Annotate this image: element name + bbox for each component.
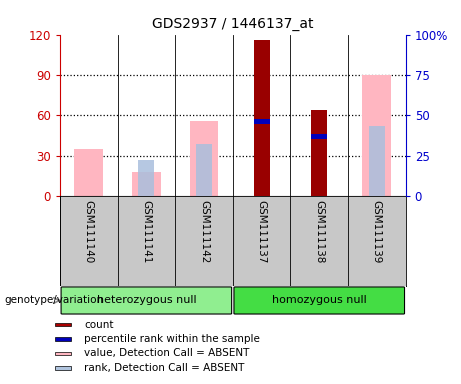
Bar (189, 121, 219, 196)
Bar (55, 323, 71, 326)
Bar (55, 352, 71, 355)
Bar (254, 40, 270, 196)
Bar (311, 134, 327, 196)
Bar (311, 110, 327, 196)
Text: genotype/variation: genotype/variation (5, 295, 104, 306)
Text: value, Detection Call = ABSENT: value, Detection Call = ABSENT (84, 348, 250, 358)
Bar (55, 366, 71, 369)
Bar (138, 161, 154, 196)
Bar (254, 119, 270, 124)
FancyBboxPatch shape (234, 287, 405, 314)
Bar (55, 337, 71, 341)
Text: GSM111137: GSM111137 (257, 200, 266, 264)
Title: GDS2937 / 1446137_at: GDS2937 / 1446137_at (152, 17, 313, 31)
Text: count: count (84, 319, 114, 330)
Bar (369, 126, 385, 196)
Bar (74, 149, 103, 196)
FancyBboxPatch shape (61, 287, 231, 314)
Text: GSM111139: GSM111139 (372, 200, 382, 264)
Text: rank, Detection Call = ABSENT: rank, Detection Call = ABSENT (84, 363, 245, 373)
Text: heterozygous null: heterozygous null (96, 295, 196, 305)
Bar (132, 172, 161, 196)
Text: GSM111140: GSM111140 (84, 200, 94, 263)
Bar (311, 134, 327, 139)
Bar (254, 118, 270, 196)
Text: homozygous null: homozygous null (272, 295, 366, 305)
Text: GSM111142: GSM111142 (199, 200, 209, 264)
Text: GSM111141: GSM111141 (142, 200, 151, 264)
Bar (362, 75, 391, 196)
Bar (196, 144, 212, 196)
Text: GSM111138: GSM111138 (314, 200, 324, 264)
Text: percentile rank within the sample: percentile rank within the sample (84, 334, 260, 344)
